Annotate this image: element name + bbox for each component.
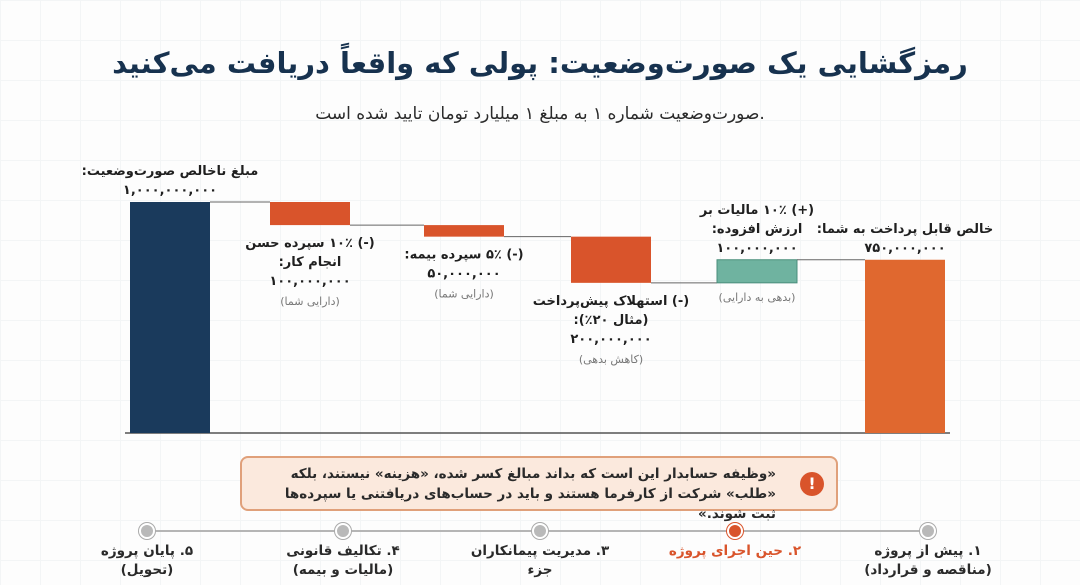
timeline-label-2[interactable]: ۲. حین اجرای پروژه [660,542,810,561]
timeline-label-line: (مالیات و بیمه) [292,562,394,578]
timeline-label-line: ۳. مدیریت پیمانکاران جزء [470,543,610,578]
exclamation-icon: ! [800,472,824,496]
timeline-label-line: (مناقصه و قرارداد) [864,562,992,578]
bar-label-6: خالص قابل پرداخت به شما: [817,222,993,237]
callout-text: «وظیفه حسابدار این است که بداند مبالغ کس… [284,466,776,522]
timeline-dot-3[interactable] [532,523,548,539]
timeline-label-1[interactable]: ۱. پیش از پروژه (مناقصه و قرارداد) [853,542,1003,580]
bar-note-4: (کاهش بدهی) [579,353,643,366]
bar-label-4: (مثال ۲۰٪): [574,313,649,328]
bar-label-5: ارزش افزوده: [712,222,803,237]
waterfall-bar-1 [130,202,210,433]
timeline-label-5[interactable]: ۵. پایان پروژه (تحویل) [72,542,222,580]
bar-value-1: ۱,۰۰۰,۰۰۰,۰۰۰ [123,183,217,198]
page-title: رمزگشایی یک صورت‌وضعیت: پولی که واقعاً د… [112,46,968,80]
timeline-dot-2[interactable] [727,523,743,539]
bar-value-3: ۵۰,۰۰۰,۰۰۰ [427,267,500,282]
page-subtitle: صورت‌وضعیت شماره ۱ به مبلغ ۱ میلیارد توم… [315,104,765,124]
callout-box: ! «وظیفه حسابدار این است که بداند مبالغ … [240,456,838,522]
bar-label-5: (+) ۱۰٪ مالیات بر [699,203,814,218]
waterfall-bar-5 [716,259,798,284]
waterfall-chart: مبلغ ناخالص صورت‌وضعیت: ۱,۰۰۰,۰۰۰,۰۰۰ (-) … [82,164,993,434]
bar-value-2: ۱۰۰,۰۰۰,۰۰۰ [269,274,350,289]
bar-label-1: مبلغ ناخالص صورت‌وضعیت: [82,164,259,179]
waterfall-bar-2 [270,202,350,226]
bar-value-4: ۲۰۰,۰۰۰,۰۰۰ [570,332,651,347]
timeline-dot-1[interactable] [920,523,936,539]
waterfall-bar-3 [424,225,504,237]
timeline-label-line: ۴. تکالیف قانونی [286,543,400,559]
timeline-label-4[interactable]: ۴. تکالیف قانونی (مالیات و بیمه) [268,542,418,580]
bar-label-2: (-) ۱۰٪ سپرده حسن [245,236,375,251]
bar-value-6: ۷۵۰,۰۰۰,۰۰۰ [864,241,945,256]
timeline-label-3[interactable]: ۳. مدیریت پیمانکاران جزء [465,542,615,580]
timeline-label-line: ۲. حین اجرای پروژه [668,543,802,559]
timeline-dot-5[interactable] [139,523,155,539]
timeline-label-line: (تحویل) [120,562,174,578]
timeline-dot-4[interactable] [335,523,351,539]
bar-note-5: (بدهی به دارایی) [719,291,796,304]
timeline-label-line: ۱. پیش از پروژه [874,543,982,559]
bar-label-2: انجام کار: [279,255,342,270]
bar-note-2: (دارایی شما) [280,295,340,308]
timeline-label-line: ۵. پایان پروژه [100,543,194,559]
bar-value-5: ۱۰۰,۰۰۰,۰۰۰ [716,241,797,256]
bar-label-3: (-) ۵٪ سپرده بیمه: [404,248,523,263]
waterfall-bar-4 [571,236,651,283]
waterfall-bar-6 [865,259,945,433]
bar-note-3: (دارایی شما) [434,288,494,301]
bar-label-4: (-) استهلاک پیش‌پرداخت [533,294,689,309]
